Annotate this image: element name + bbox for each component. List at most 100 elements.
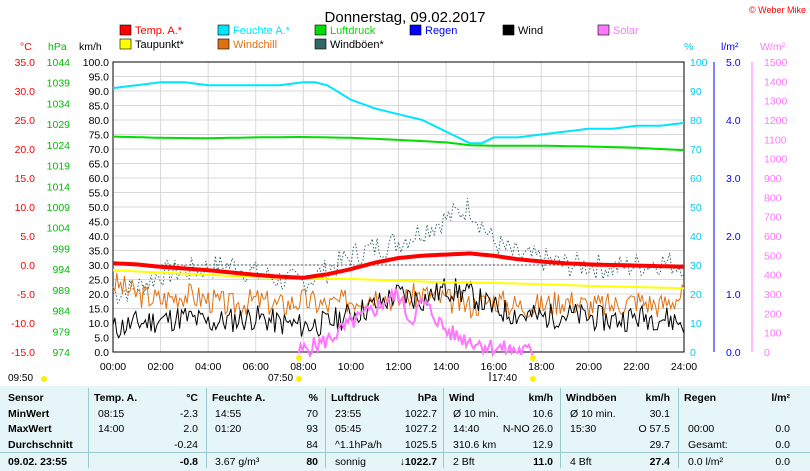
wind-tick-label: 75.0 (89, 130, 110, 142)
temp-tick-label: -15.0 (11, 347, 35, 359)
solar-unit-label: W/m² (760, 41, 786, 53)
wind-value: 10.6 (532, 408, 553, 420)
pressure-tick-label: 1009 (47, 202, 71, 214)
temp-time: 08:15 (98, 408, 125, 420)
series-temperature (112, 251, 685, 280)
rain-tick-label: 0.0 (726, 347, 741, 359)
plot-frame (112, 61, 685, 353)
temp-value: -0.8 (179, 456, 198, 468)
pressure-tick-label: 1034 (47, 98, 71, 110)
solar-tick-label: 100 (764, 328, 782, 340)
temp-tick-label: 5.0 (20, 231, 35, 243)
humidity-unit-label: % (684, 41, 693, 53)
header-temp: Temp. A. (94, 392, 138, 404)
rain-value: 0.0 (775, 439, 790, 451)
rain-unit-label: l/m² (721, 41, 739, 53)
wind-tick-label: 60.0 (89, 173, 110, 185)
column-divider (206, 388, 207, 468)
column-divider (325, 388, 326, 468)
x-tick-label: 24:00 (671, 361, 697, 373)
temp-value: -0.24 (174, 439, 198, 451)
legend-swatch (314, 38, 327, 50)
header-temp-unit: °C (186, 392, 198, 404)
pressure-tick-label: 979 (52, 326, 70, 338)
gust-label: Ø 10 min. (570, 408, 616, 420)
wind-unit-label: km/h (79, 41, 102, 53)
sun-icon (41, 376, 47, 382)
wind-tick-label: 85.0 (89, 101, 110, 113)
gust-label: 4 Bft (570, 456, 592, 468)
legend-label: Wind (518, 25, 543, 37)
time-marker-label: 09:50 (8, 373, 33, 384)
wind-tick-label: 0.0 (94, 347, 109, 359)
wind-tick-label: 80.0 (89, 115, 110, 127)
humidity-value: 70 (306, 408, 318, 420)
series-windgusts (112, 198, 685, 305)
header-sensor: Sensor (8, 392, 44, 404)
solar-tick-label: 1400 (764, 76, 788, 88)
pressure-tick-label: 1029 (47, 119, 71, 131)
series-pressure (112, 135, 685, 152)
sunrise-label: 07:50 (268, 373, 293, 384)
temp-tick-label: 15.0 (15, 173, 36, 185)
wind-direction: N-NO 26.0 (502, 423, 553, 435)
x-tick-label: 22:00 (623, 361, 649, 373)
x-tick-label: 06:00 (243, 361, 269, 373)
x-tick-label: 20:00 (576, 361, 602, 373)
sun-icon (530, 376, 536, 382)
gust-value: O 57.5 (638, 423, 670, 435)
rain-tick-label: 1.0 (726, 289, 741, 301)
wind-tick-label: 30.0 (89, 260, 110, 272)
rain-tick-label: 2.0 (726, 231, 741, 243)
row-label: Durchschnitt (8, 439, 73, 451)
header-wind-unit: km/h (528, 392, 553, 404)
wind-tick-label: 100.0 (83, 57, 109, 69)
humidity-tick-label: 20 (690, 289, 702, 301)
series-humidity (112, 81, 685, 145)
rain-label: 0.0 l/m² (688, 456, 724, 468)
humidity-value: 84 (306, 439, 318, 451)
column-divider (443, 388, 444, 468)
pressure-unit-label: hPa (48, 41, 67, 53)
solar-tick-label: 1200 (764, 115, 788, 127)
wind-tick-label: 45.0 (89, 217, 110, 229)
header-humidity-unit: % (308, 392, 318, 404)
temp-tick-label: 0.0 (20, 260, 35, 272)
pressure-time: sonnig (335, 456, 366, 468)
header-pressure: Luftdruck (331, 392, 380, 404)
sun-icon (296, 376, 302, 382)
copyright-label: © Weber Mike (749, 5, 806, 15)
solar-tick-label: 600 (764, 231, 782, 243)
wind-label: 14:40 (453, 423, 480, 435)
wind-tick-label: 20.0 (89, 289, 110, 301)
column-divider (88, 388, 89, 468)
pressure-time: ^1.1hPa/h (335, 439, 382, 451)
sun-icon (530, 355, 536, 361)
pressure-tick-label: 1024 (47, 140, 71, 152)
sun-icon (296, 355, 302, 361)
humidity-value: 80 (306, 456, 318, 468)
temp-value: 2.0 (183, 423, 198, 435)
legend-swatch (314, 24, 327, 36)
x-tick-label: 16:00 (481, 361, 507, 373)
wind-tick-label: 95.0 (89, 72, 110, 84)
solar-tick-label: 200 (764, 308, 782, 320)
pressure-tick-label: 984 (52, 306, 70, 318)
legend-swatch (119, 24, 132, 36)
wind-tick-label: 40.0 (89, 231, 110, 243)
column-divider (678, 388, 679, 468)
temp-tick-label: 20.0 (15, 144, 36, 156)
humidity-tick-label: 60 (690, 173, 702, 185)
pressure-tick-label: 1014 (47, 181, 71, 193)
x-tick-label: 18:00 (528, 361, 554, 373)
solar-tick-label: 300 (764, 289, 782, 301)
legend-label: Solar (613, 25, 639, 37)
rain-value: 0.0 (775, 456, 790, 468)
header-wind: Wind (449, 392, 475, 404)
pressure-value: 1022.7 (404, 408, 437, 420)
legend-swatch (502, 24, 515, 36)
x-tick-label: 00:00 (100, 361, 126, 373)
weather-chart: 35.0 30.0 25.0 20.0 15.0 10.0 5.0 0.0 -5.0 -10.0 -… (8, 5, 806, 384)
x-tick-label: 14:00 (433, 361, 459, 373)
solar-tick-label: 800 (764, 192, 782, 204)
